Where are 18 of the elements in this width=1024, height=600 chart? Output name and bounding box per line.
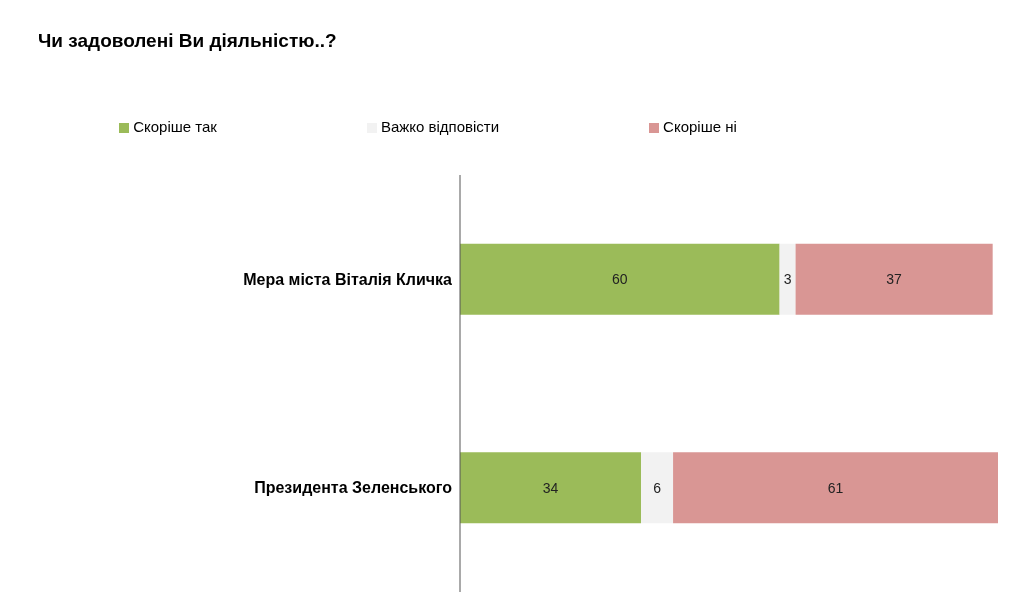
data-label: 61 xyxy=(827,479,844,496)
bar xyxy=(460,243,780,315)
bar xyxy=(673,452,998,524)
bar xyxy=(460,452,642,524)
legend-label: Скоріше так xyxy=(133,118,217,135)
bar xyxy=(641,452,674,524)
text: Чи задоволені Ви діяльністю..? xyxy=(38,30,337,52)
data-label: 34 xyxy=(542,479,559,496)
bar xyxy=(779,243,796,315)
bar xyxy=(795,243,993,315)
y-tick-label: Президента Зеленського xyxy=(254,479,453,497)
data-label: 3 xyxy=(783,271,792,288)
data-label: 37 xyxy=(886,271,903,288)
data-label: 6 xyxy=(653,479,662,496)
legend-label: Важко відповісти xyxy=(380,118,500,135)
y-tick-label: Мера міста Віталія Кличка xyxy=(243,270,453,288)
data-label: 60 xyxy=(612,271,628,288)
legend-label: Скоріше ні xyxy=(663,118,737,135)
